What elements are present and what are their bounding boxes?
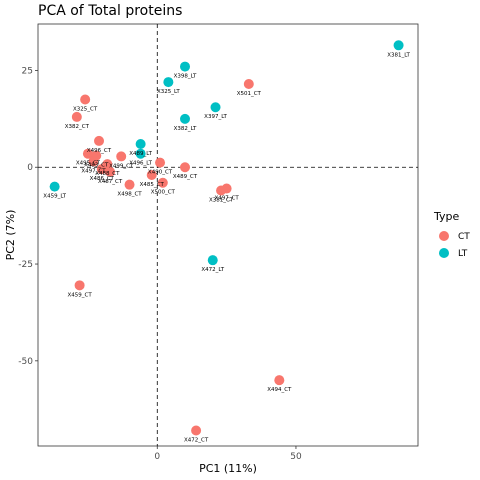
point-label: X472_CT [184,438,209,444]
point-label: X493_CT [84,163,109,169]
point-label: X472_LT [201,267,224,273]
point-x496-lt [135,148,146,159]
legend-title: Type [433,210,459,223]
point-x381-ct [216,185,227,196]
point-x459-lt [49,181,60,192]
point-label: X459_CT [67,292,92,298]
point-label: X496_CT [87,148,112,154]
point-x485-ct [146,169,157,180]
x-axis: 0 50 [154,446,302,462]
point-x397-lt [210,102,221,113]
point-label: X489_LT [129,151,152,157]
point-label: X382_CT [65,124,90,130]
point-label: X497_CT [81,168,106,174]
point-x382-lt [180,113,191,124]
point-x490-ct [155,157,166,168]
point-x472-lt [207,255,218,266]
legend-key-lt [439,248,449,258]
legend-key-ct [439,231,449,241]
point-x496-ct [94,135,105,146]
point-label: X381_LT [387,52,410,58]
point-x381-lt [393,40,404,51]
legend-label-ct: CT [458,232,470,242]
point-label: X487_CT [98,179,123,185]
point-x382-ct [71,111,82,122]
point-label: X398_LT [174,74,197,80]
x-tick-label: 0 [154,452,160,462]
y-tick-label: -50 [18,357,33,367]
x-tick-label: 50 [290,452,302,462]
point-label: X485_CT [140,182,165,188]
legend-label-lt: LT [458,249,468,259]
point-label: X494_CT [267,387,292,393]
point-x501-ct [243,79,254,90]
point-x498-ct [124,179,135,190]
point-label: X325_CT [73,106,98,112]
point-x325-lt [163,77,174,88]
point-label: X498_CT [117,192,142,198]
point-x495-ct [82,148,93,159]
point-label: X486_CT [90,176,115,182]
point-label: X497_CT [215,196,240,202]
y-tick-label: 0 [27,163,33,173]
point-x325-ct [80,94,91,105]
point-label: X495_CT [76,161,101,167]
point-x459-ct [74,280,85,291]
point-x472-ct [191,425,202,436]
point-x486-ct [96,164,107,175]
point-x487-ct [105,166,116,177]
plot-panel [37,23,419,447]
point-label: X381_CT [209,197,234,203]
y-tick-label: -25 [18,260,33,270]
point-x489-ct [180,162,191,173]
point-x499-ct [116,151,127,162]
point-label: X459_LT [43,194,66,200]
point-label: X499_CT [109,163,134,169]
point-label: X325_LT [157,89,180,95]
point-labels: X325_CT X382_CT X501_CT X496_CT X495_CTX493_… [43,52,410,443]
point-x494-ct [274,375,285,386]
point-label: X501_CT [237,91,262,97]
point-x489-lt [135,139,146,150]
point-label: X488_CT [95,171,120,177]
point-x497-ct [88,156,99,167]
point-label: X397_LT [204,114,227,120]
point-label: X500_CT [151,190,176,196]
legend: Type CT LT [433,210,470,259]
point-label: X490_CT [148,170,173,176]
data-points [49,40,404,436]
y-axis: 25 0 -25 -50 [18,66,38,367]
point-x398-lt [180,61,191,72]
y-axis-title: PC2 (7%) [4,210,17,261]
x-axis-title: PC1 (11%) [199,462,257,475]
y-tick-label: 25 [22,66,33,76]
point-x500-ct [157,177,168,188]
point-label: X382_LT [174,126,197,132]
point-label: X496_LT [129,161,152,167]
chart-title: PCA of Total proteins [38,3,182,19]
point-label: X489_CT [173,174,198,180]
